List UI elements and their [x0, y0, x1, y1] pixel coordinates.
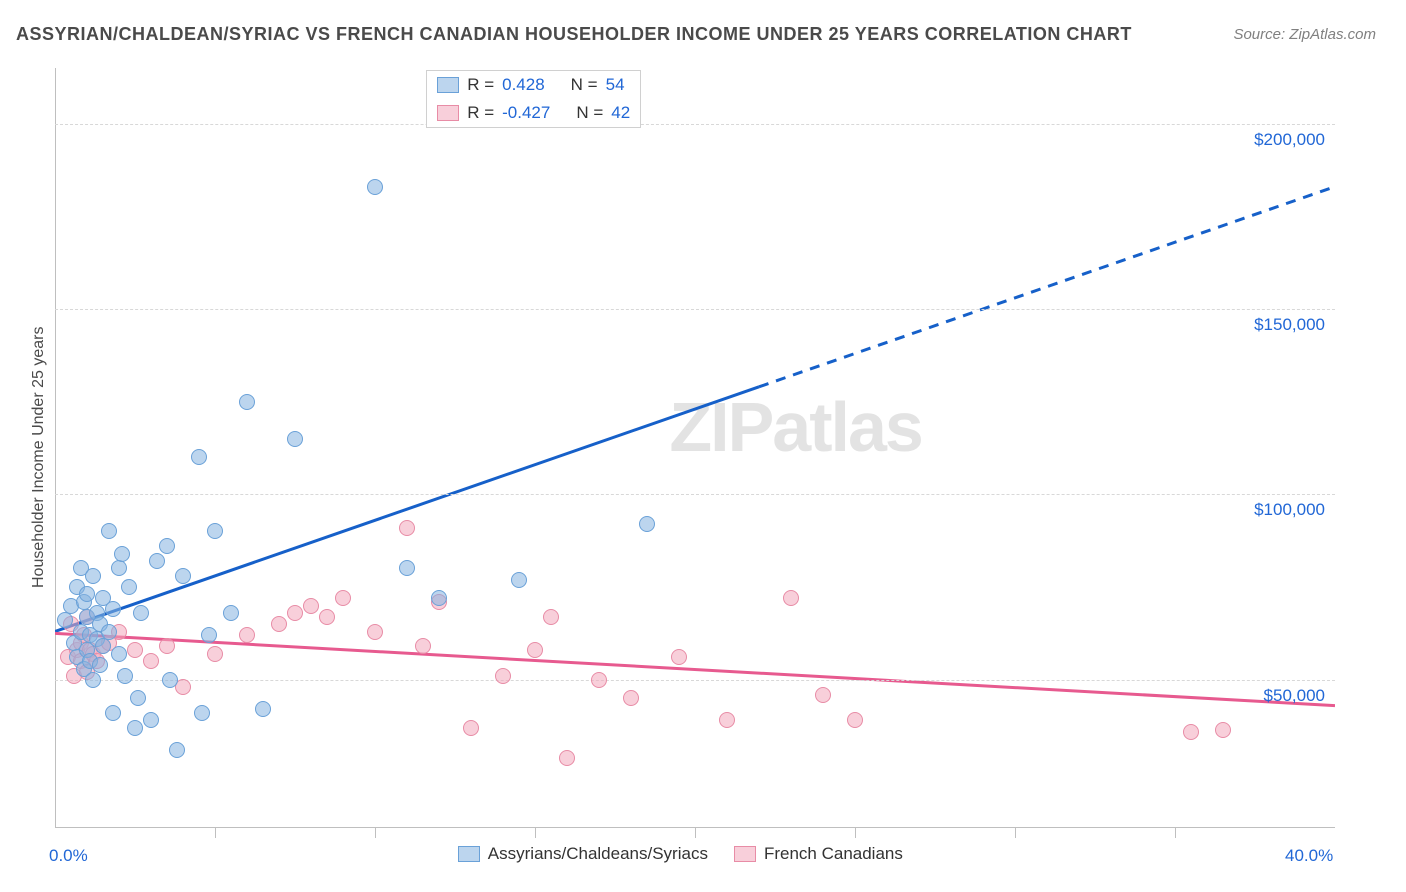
- n-value-a: 54: [606, 75, 625, 95]
- y-tick-label: $150,000: [1235, 315, 1325, 335]
- scatter-point-a: [162, 672, 178, 688]
- legend-label-b: French Canadians: [764, 844, 903, 864]
- x-tick-mark: [215, 828, 216, 838]
- scatter-point-a: [169, 742, 185, 758]
- scatter-point-b: [527, 642, 543, 658]
- scatter-point-b: [271, 616, 287, 632]
- scatter-point-b: [287, 605, 303, 621]
- n-label-a: N =: [571, 75, 598, 95]
- scatter-point-a: [92, 657, 108, 673]
- scatter-point-a: [105, 601, 121, 617]
- scatter-point-b: [591, 672, 607, 688]
- scatter-point-b: [815, 687, 831, 703]
- gridline: [55, 124, 1335, 125]
- scatter-point-a: [223, 605, 239, 621]
- legend-item-a: Assyrians/Chaldeans/Syriacs: [458, 844, 708, 864]
- scatter-point-a: [57, 612, 73, 628]
- x-tick-mark: [535, 828, 536, 838]
- x-tick-mark: [1175, 828, 1176, 838]
- stats-row-b: R = -0.427 N = 42: [427, 99, 640, 127]
- scatter-point-a: [111, 646, 127, 662]
- y-tick-label: $200,000: [1235, 130, 1325, 150]
- scatter-point-b: [303, 598, 319, 614]
- legend-item-b: French Canadians: [734, 844, 903, 864]
- y-tick-label: $50,000: [1235, 686, 1325, 706]
- legend-swatch-a: [458, 846, 480, 862]
- scatter-point-a: [127, 720, 143, 736]
- source-label: Source: ZipAtlas.com: [1233, 26, 1376, 43]
- scatter-point-b: [495, 668, 511, 684]
- y-tick-label: $100,000: [1235, 500, 1325, 520]
- scatter-point-a: [121, 579, 137, 595]
- scatter-point-b: [1215, 722, 1231, 738]
- scatter-point-b: [127, 642, 143, 658]
- plot-area: ZIPatlas $50,000$100,000$150,000$200,000: [55, 68, 1335, 828]
- x-tick-mark: [855, 828, 856, 838]
- scatter-point-a: [511, 572, 527, 588]
- scatter-point-b: [207, 646, 223, 662]
- r-value-a: 0.428: [502, 75, 545, 95]
- legend-label-a: Assyrians/Chaldeans/Syriacs: [488, 844, 708, 864]
- scatter-point-b: [1183, 724, 1199, 740]
- scatter-point-a: [105, 705, 121, 721]
- scatter-point-b: [463, 720, 479, 736]
- scatter-point-a: [101, 624, 117, 640]
- gridline: [55, 494, 1335, 495]
- scatter-point-a: [114, 546, 130, 562]
- swatch-b: [437, 105, 459, 121]
- swatch-a: [437, 77, 459, 93]
- n-value-b: 42: [611, 103, 630, 123]
- scatter-point-b: [399, 520, 415, 536]
- regression-lines: [55, 68, 1335, 828]
- legend-swatch-b: [734, 846, 756, 862]
- x-tick-mark: [695, 828, 696, 838]
- scatter-point-a: [175, 568, 191, 584]
- scatter-point-b: [559, 750, 575, 766]
- n-label-b: N =: [576, 103, 603, 123]
- chart-container: ASSYRIAN/CHALDEAN/SYRIAC VS FRENCH CANAD…: [0, 0, 1406, 892]
- scatter-point-b: [319, 609, 335, 625]
- stats-row-a: R = 0.428 N = 54: [427, 71, 640, 99]
- scatter-point-b: [367, 624, 383, 640]
- chart-title: ASSYRIAN/CHALDEAN/SYRIAC VS FRENCH CANAD…: [16, 24, 1132, 45]
- r-value-b: -0.427: [502, 103, 550, 123]
- r-label-b: R =: [467, 103, 494, 123]
- gridline: [55, 309, 1335, 310]
- legend: Assyrians/Chaldeans/Syriacs French Canad…: [452, 842, 909, 866]
- gridline: [55, 680, 1335, 681]
- scatter-point-b: [543, 609, 559, 625]
- scatter-point-a: [367, 179, 383, 195]
- scatter-point-a: [239, 394, 255, 410]
- x-tick-mark: [375, 828, 376, 838]
- scatter-point-a: [201, 627, 217, 643]
- stats-box: R = 0.428 N = 54 R = -0.427 N = 42: [426, 70, 641, 128]
- scatter-point-a: [85, 672, 101, 688]
- y-axis-label: Householder Income Under 25 years: [30, 327, 48, 588]
- x-tick-label-max: 40.0%: [1285, 846, 1333, 866]
- x-tick-mark: [1015, 828, 1016, 838]
- scatter-point-a: [287, 431, 303, 447]
- r-label-a: R =: [467, 75, 494, 95]
- scatter-point-a: [639, 516, 655, 532]
- x-tick-label-min: 0.0%: [49, 846, 88, 866]
